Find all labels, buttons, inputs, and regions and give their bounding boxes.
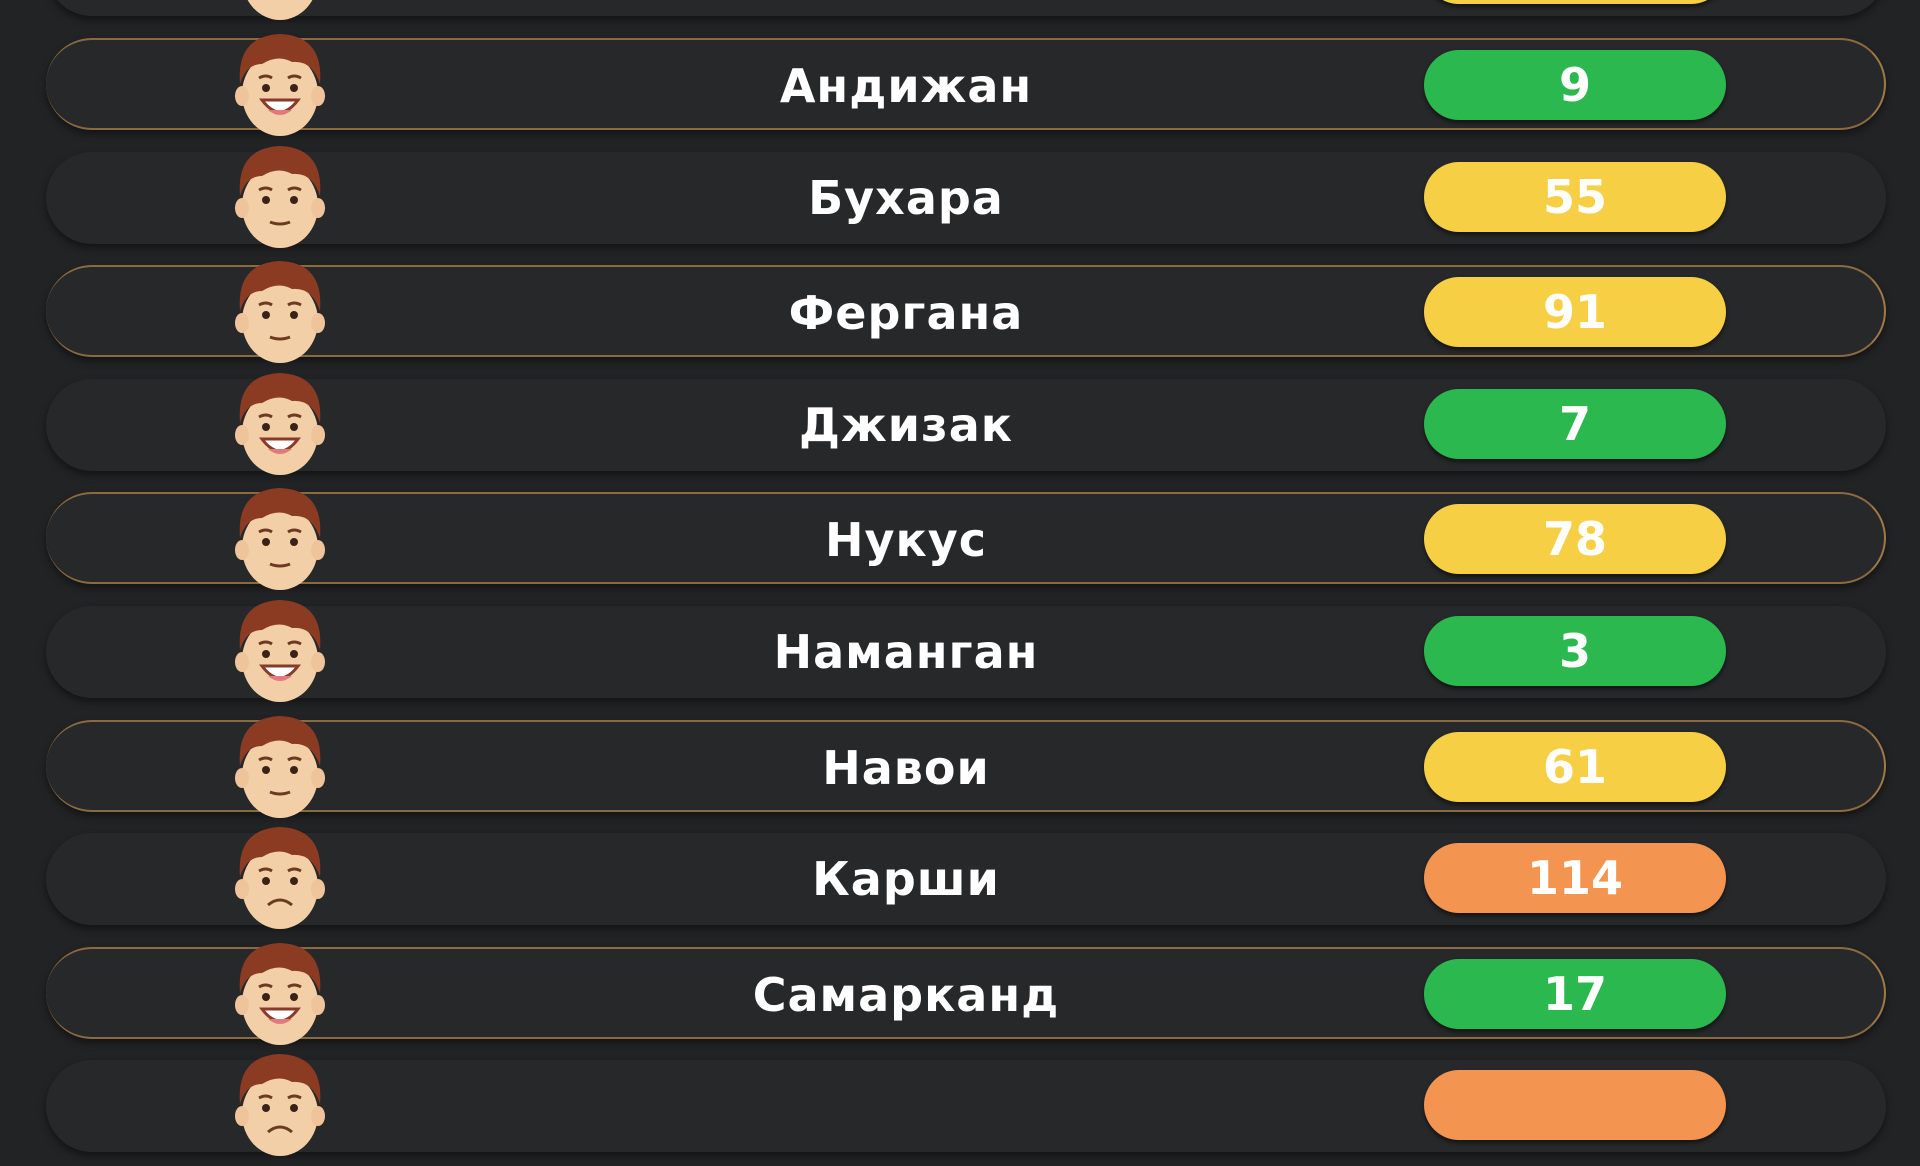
neutral-face-icon	[222, 708, 338, 824]
city-row[interactable]: Навои 61	[46, 715, 1886, 818]
sad-face-icon	[222, 819, 338, 935]
city-row[interactable]: Самарканд 17	[46, 942, 1886, 1045]
aqi-badge: 17	[1424, 958, 1726, 1029]
city-row[interactable]: Джизак 7	[46, 372, 1886, 475]
city-name	[566, 0, 1246, 16]
aqi-badge: 9	[1424, 50, 1726, 120]
city-name	[566, 1060, 1246, 1152]
city-name: Самарканд	[752, 967, 1060, 1022]
city-name: Бухара	[808, 170, 1004, 225]
city-row[interactable]: Наманган 3	[46, 600, 1886, 702]
city-row[interactable]	[46, 1054, 1886, 1157]
happy-face-icon	[222, 365, 338, 481]
city-name: Навои	[822, 740, 990, 795]
aqi-badge	[1424, 0, 1726, 5]
neutral-face-icon	[222, 480, 338, 596]
city-row[interactable]: Андижан 9	[46, 34, 1886, 136]
city-name: Андижан	[779, 59, 1033, 113]
neutral-face-icon	[222, 138, 338, 254]
aqi-badge: 78	[1424, 504, 1726, 575]
sad-face-icon	[222, 1046, 338, 1162]
city-name: Наманган	[773, 625, 1039, 679]
neutral-face-icon	[222, 253, 338, 369]
aqi-badge: 3	[1424, 616, 1726, 686]
aqi-badge: 61	[1424, 731, 1726, 802]
city-row[interactable]: Карши 114	[46, 827, 1886, 930]
aqi-badge: 55	[1424, 161, 1726, 232]
happy-face-icon	[222, 935, 338, 1051]
city-name: Джизак	[799, 397, 1013, 452]
happy-face-icon	[222, 592, 338, 708]
city-name: Фергана	[788, 286, 1024, 341]
aqi-badge: 91	[1424, 277, 1726, 348]
aqi-badge: 7	[1424, 388, 1726, 459]
city-name: Нукус	[825, 513, 987, 568]
city-row[interactable]: Нукус 78	[46, 488, 1886, 591]
neutral-face-icon	[222, 0, 338, 26]
aqi-badge: 114	[1424, 843, 1726, 914]
city-name: Карши	[812, 852, 1000, 907]
city-row[interactable]: Фергана 91	[46, 261, 1886, 364]
city-row[interactable]: Бухара 55	[46, 145, 1886, 248]
happy-face-icon	[222, 26, 338, 142]
city-row[interactable]	[46, 0, 1886, 21]
